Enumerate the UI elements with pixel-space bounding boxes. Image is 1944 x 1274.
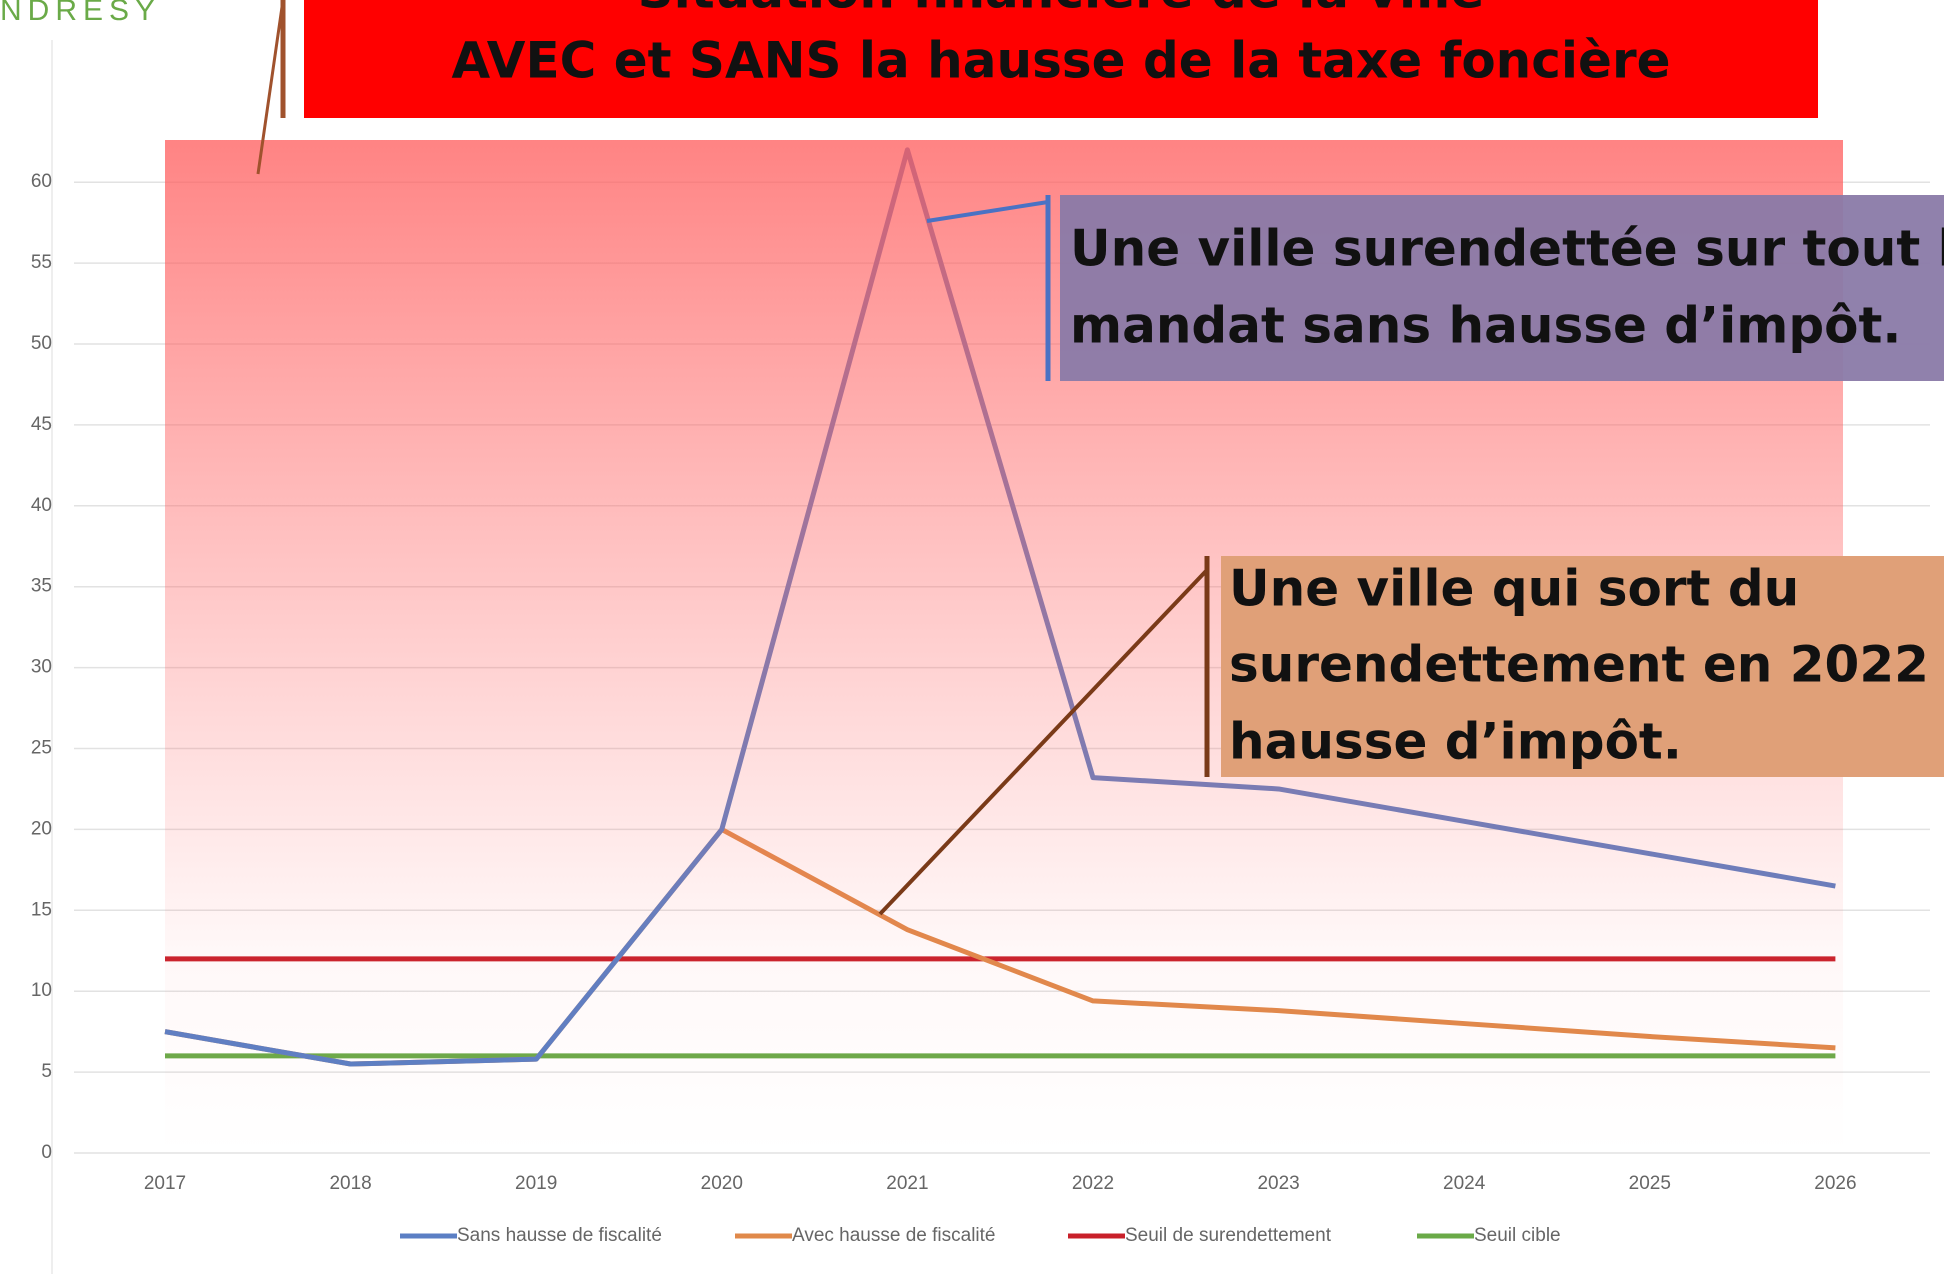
x-tick-label: 2018 <box>329 1173 371 1194</box>
annotation: hausse d’impôt. <box>1229 713 1682 771</box>
legend-label: Avec hausse de fiscalité <box>792 1225 996 1246</box>
y-tick-label: 40 <box>31 495 52 516</box>
y-tick-label: 10 <box>31 980 52 1001</box>
y-tick-label: 5 <box>41 1061 52 1082</box>
x-tick-label: 2017 <box>144 1173 186 1194</box>
y-tick-label: 55 <box>31 252 52 273</box>
x-tick-label: 2019 <box>515 1173 557 1194</box>
legend-label: Seuil de surendettement <box>1125 1225 1332 1246</box>
logo: NDRESY <box>0 0 161 27</box>
x-tick-label: 2024 <box>1443 1173 1486 1194</box>
y-tick-label: 50 <box>31 333 52 354</box>
y-tick-label: 20 <box>31 818 52 839</box>
x-tick-label: 2023 <box>1257 1173 1299 1194</box>
y-tick-label: 15 <box>31 899 52 920</box>
legend-label: Sans hausse de fiscalité <box>457 1225 662 1246</box>
annotation: surendettement en 2022 av <box>1229 636 1944 694</box>
y-tick-label: 35 <box>31 576 52 597</box>
y-tick-label: 25 <box>31 738 52 759</box>
y-tick-label: 45 <box>31 414 52 435</box>
connector <box>878 568 1209 916</box>
connector <box>256 0 285 175</box>
chart-title: Situation financière de la ville <box>638 0 1485 20</box>
x-tick-label: 2021 <box>886 1173 928 1194</box>
x-tick-label: 2025 <box>1629 1173 1671 1194</box>
annotation: Une ville qui sort du <box>1229 560 1799 618</box>
annotation-box <box>1060 195 1944 381</box>
y-tick-label: 60 <box>31 171 52 192</box>
x-tick-label: 2022 <box>1072 1173 1114 1194</box>
annotation: mandat sans hausse d’impôt. <box>1070 297 1901 355</box>
y-tick-label: 0 <box>41 1142 52 1163</box>
title-box <box>304 0 1818 118</box>
y-tick-label: 30 <box>31 657 52 678</box>
annotation: Une ville surendettée sur tout le <box>1070 220 1944 278</box>
x-tick-label: 2020 <box>701 1173 743 1194</box>
legend-label: Seuil cible <box>1474 1225 1561 1246</box>
x-tick-label: 2026 <box>1814 1173 1856 1194</box>
annotation-box <box>1221 556 1944 777</box>
chart-subtitle: AVEC et SANS la hausse de la taxe fonciè… <box>451 32 1670 90</box>
connector <box>926 200 1049 223</box>
